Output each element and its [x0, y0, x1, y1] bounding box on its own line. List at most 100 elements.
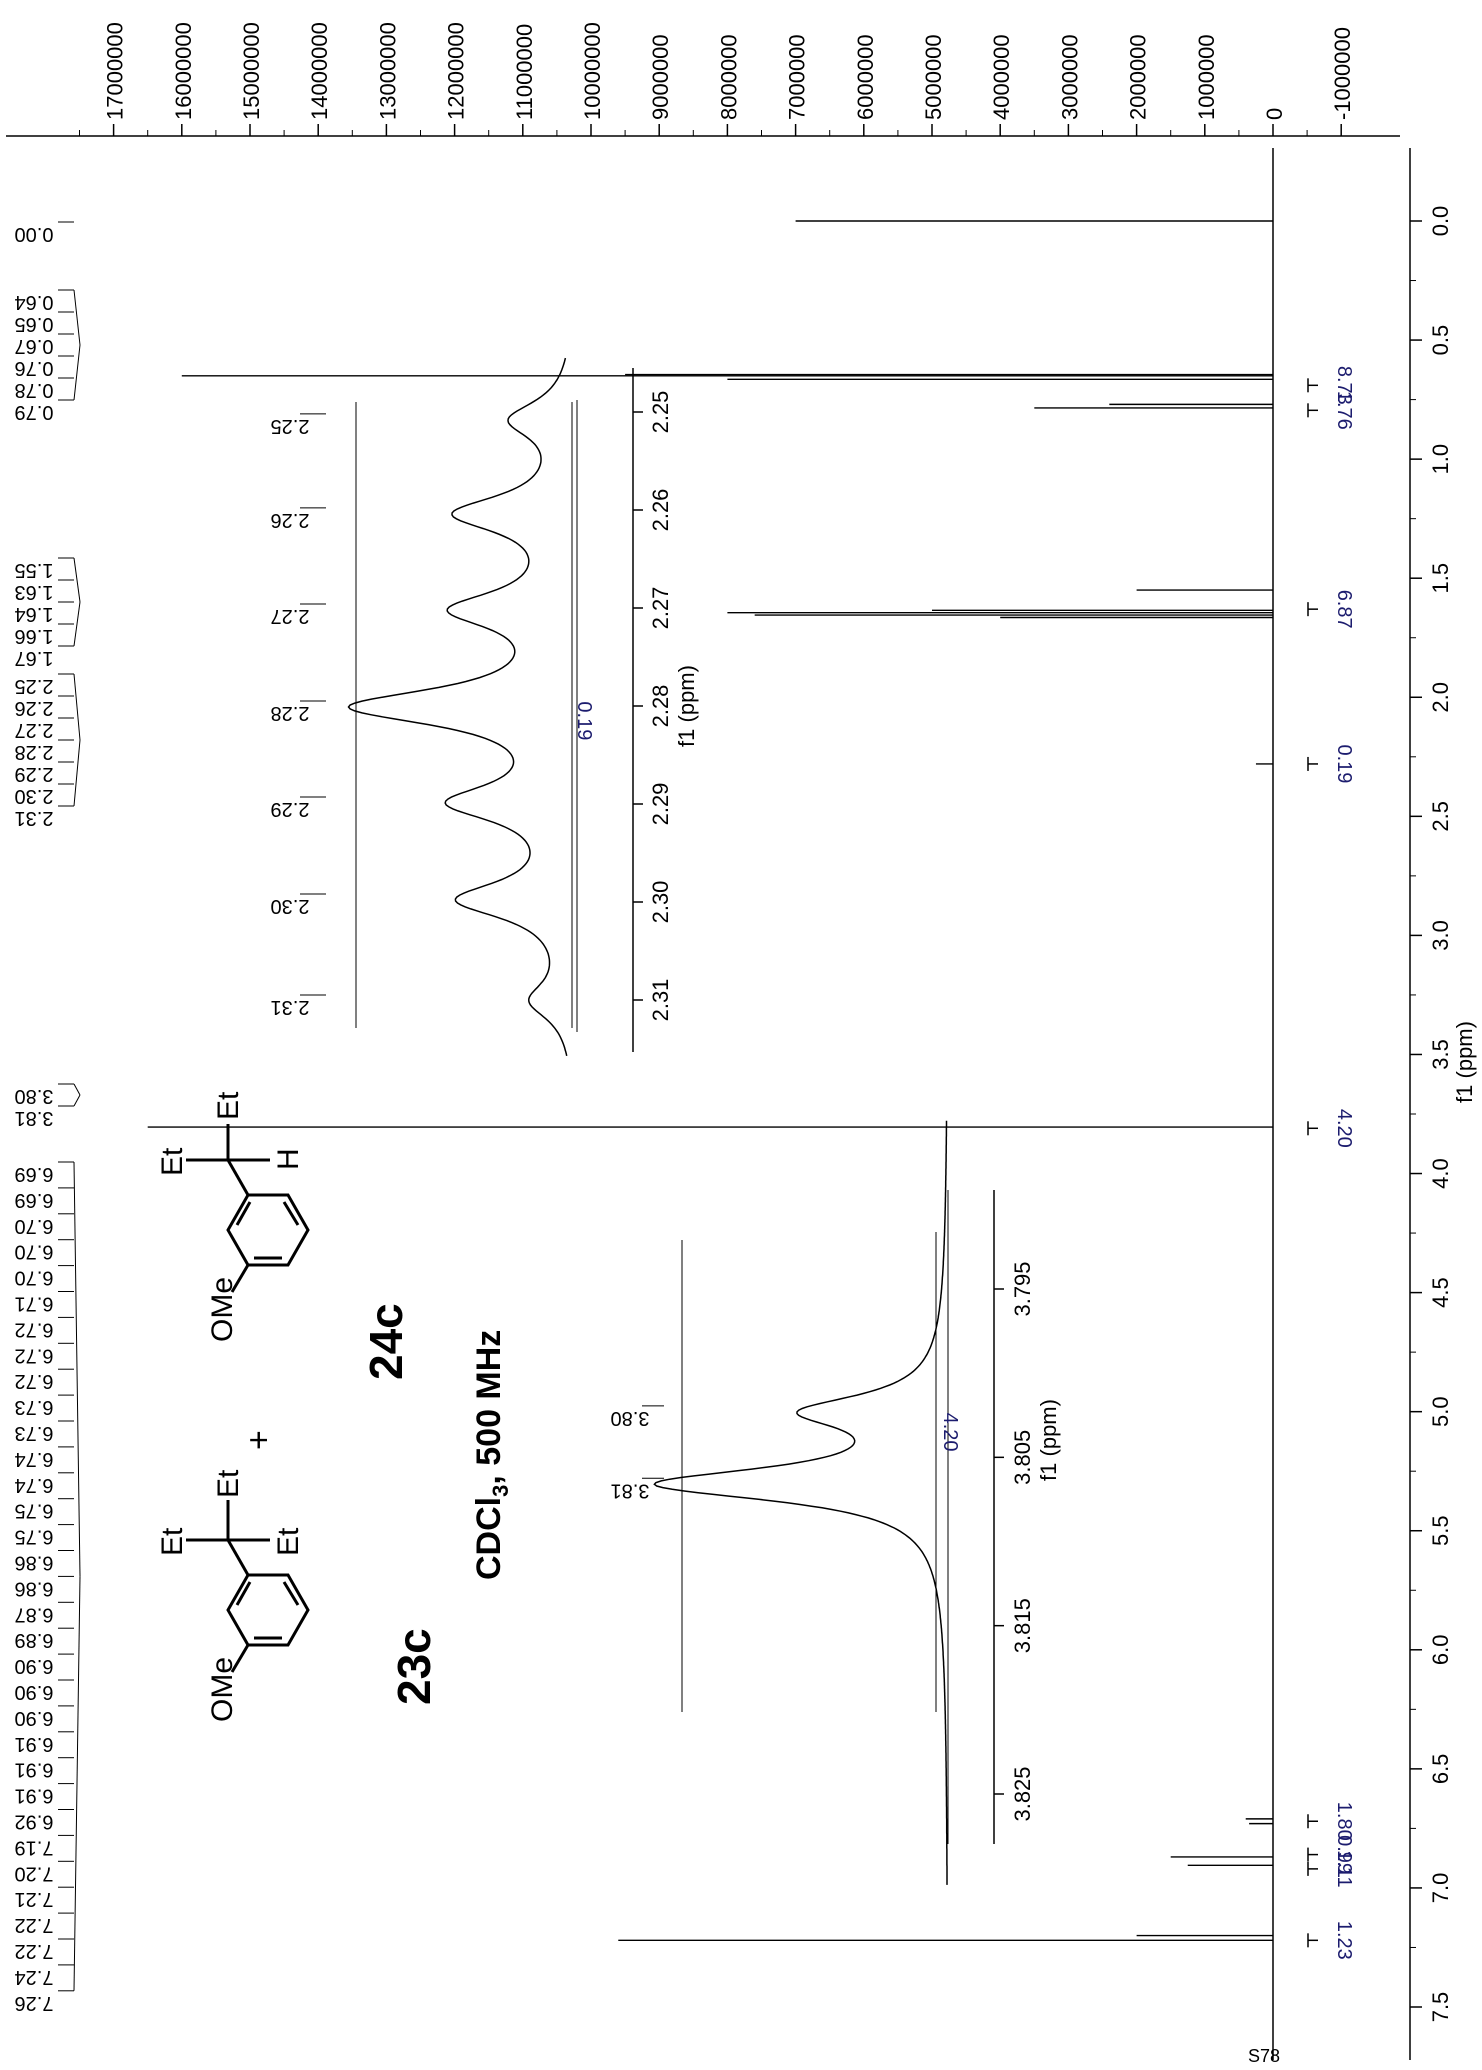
intensity-tick-label: 10000000 — [580, 22, 605, 120]
peak-label-group: 0.00 0.640.650.670.760.780.79 1.551.631.64… — [15, 221, 81, 2014]
peak-label-bracket — [73, 289, 81, 346]
bond — [226, 1159, 250, 1196]
peak-label: 2.29 — [15, 763, 54, 785]
peak-label: 2.28 — [15, 741, 54, 763]
intensity-tick-label: 5000000 — [921, 34, 946, 120]
intensity-tick-label: 12000000 — [444, 22, 469, 120]
intensity-tick-label: 1000000 — [1194, 34, 1219, 120]
peak-label-bracket — [73, 673, 81, 741]
inset-peak-label: 2.31 — [271, 996, 310, 1018]
peak-label: 6.90 — [15, 1707, 54, 1729]
peak-label: 1.64 — [15, 603, 54, 625]
inset-axis-label: f1 (ppm) — [674, 665, 699, 747]
integral-value: 1.23 — [1333, 1921, 1355, 1960]
ppm-tick-label: 6.5 — [1428, 1754, 1453, 1785]
structure-23c: OMe Et Et Et — [156, 1469, 310, 1722]
intensity-tick-label: 0 — [1262, 108, 1287, 120]
bond — [230, 1644, 250, 1673]
ppm-tick-label: 6.0 — [1428, 1635, 1453, 1666]
peak-label-bracket — [73, 1094, 81, 1107]
peak-label: 7.21 — [15, 1888, 54, 1910]
intensity-tick-label: 3000000 — [1057, 34, 1082, 120]
ome-label-23c: OMe — [206, 1657, 239, 1722]
ppm-tick-label: 0.5 — [1428, 325, 1453, 356]
peak-label-bracket — [73, 1161, 81, 1577]
inset-axis-label: f1 (ppm) — [1036, 1399, 1061, 1481]
ppm-tick-label: 1.5 — [1428, 563, 1453, 594]
peak-label: 6.70 — [15, 1241, 54, 1263]
ppm-tick-label: 0.0 — [1428, 206, 1453, 237]
intensity-tick-label: -1000000 — [1330, 27, 1355, 120]
peak-label: 6.73 — [15, 1422, 54, 1444]
bond — [235, 1581, 252, 1606]
intensity-axis: 17000000 16000000 15000000 14000000 13000000… — [6, 22, 1400, 137]
intensity-tick-label: 2000000 — [1126, 34, 1151, 120]
inset-peak-label: 2.30 — [271, 895, 310, 917]
peak-label: 6.71 — [15, 1293, 54, 1315]
inset-3-80-ppm: 3.795 3.805 3.815 3.825 f1 (ppm) 4.20 3.80 3.81 — [611, 1120, 1061, 1885]
intensity-tick-label: 4000000 — [989, 34, 1014, 120]
peak-label: 6.90 — [15, 1655, 54, 1677]
peak-label-bracket — [73, 739, 81, 807]
ppm-tick-label: 4.5 — [1428, 1277, 1453, 1308]
ppm-tick-label: 2.0 — [1428, 682, 1453, 713]
h-label: H — [272, 1148, 305, 1170]
ome-label-24c: OMe — [206, 1277, 239, 1342]
ppm-tick-label: 2.5 — [1428, 801, 1453, 832]
ppm-tick-label: 4.0 — [1428, 1158, 1453, 1189]
peak-label: 6.72 — [15, 1318, 54, 1340]
peak-label: 1.66 — [15, 625, 54, 647]
inset-tick-label: 2.27 — [648, 587, 673, 630]
inset-tick-label: 3.825 — [1010, 1766, 1035, 1821]
peak-label: 6.70 — [15, 1267, 54, 1289]
intensity-tick-label: 14000000 — [307, 22, 332, 120]
ppm-axis-label: f1 (ppm) — [1452, 1021, 1477, 1103]
ppm-tick-label: 1.0 — [1428, 444, 1453, 475]
compound-label-24c: 24c — [360, 1303, 412, 1380]
ppm-tick-label: 5.0 — [1428, 1396, 1453, 1427]
inset-tick-label: 2.30 — [648, 881, 673, 924]
structure-24c: OMe Et Et H — [156, 1091, 310, 1342]
peak-label: 7.26 — [15, 1992, 54, 2014]
intensity-tick-label: 8000000 — [716, 34, 741, 120]
peak-label: 6.73 — [15, 1396, 54, 1418]
et-label: Et — [272, 1527, 305, 1556]
peak-label: 7.22 — [15, 1914, 54, 1936]
peak-label: 0.67 — [15, 335, 54, 357]
peak-label-bracket — [73, 344, 81, 401]
ppm-tick-label: 3.0 — [1428, 920, 1453, 951]
inset-tick-label: 2.25 — [648, 391, 673, 434]
peak-label: 6.89 — [15, 1629, 54, 1651]
inset-integral-value: 4.20 — [939, 1413, 961, 1452]
peak-label: 0.64 — [15, 291, 54, 313]
peak-label: 6.69 — [15, 1163, 54, 1185]
integral-value: 4.20 — [1333, 1109, 1355, 1148]
peak-label: 6.75 — [15, 1526, 54, 1548]
integral-value: 0.99 — [1333, 1835, 1355, 1874]
peak-label: 6.72 — [15, 1370, 54, 1392]
inset-spectrum-trace — [347, 357, 568, 1057]
inset-peak-label: 3.80 — [611, 1407, 650, 1429]
integral-value: 0.19 — [1333, 744, 1355, 783]
inset-tick-label: 2.28 — [648, 685, 673, 728]
bond — [282, 1201, 300, 1226]
peak-label: 3.81 — [15, 1107, 54, 1129]
intensity-tick-label: 15000000 — [239, 22, 264, 120]
inset-tick-label: 2.26 — [648, 489, 673, 532]
inset-spectrum-trace — [653, 1120, 948, 1885]
integral-group: 8.731.76 6.87 0.19 4.20 1.800.991.11 1.23 — [1307, 366, 1355, 1960]
peak-label: 0.00 — [15, 223, 54, 245]
peak-label-bracket — [73, 1576, 81, 1991]
inset-peak-label: 3.81 — [611, 1479, 650, 1501]
inset-integral-value: 0.19 — [573, 701, 595, 740]
intensity-tick-label: 17000000 — [103, 22, 128, 120]
intensity-tick-label: 16000000 — [171, 22, 196, 120]
integral-value: 8.73 — [1333, 366, 1355, 405]
peak-label: 6.91 — [15, 1759, 54, 1781]
conditions-label: CDCl3, 500 MHz — [470, 1330, 513, 1580]
peak-label: 6.69 — [15, 1189, 54, 1211]
inset-peak-label: 2.28 — [271, 702, 310, 724]
inset-peak-label: 2.26 — [271, 509, 310, 531]
peak-label: 6.90 — [15, 1681, 54, 1703]
et-label: Et — [156, 1527, 189, 1556]
